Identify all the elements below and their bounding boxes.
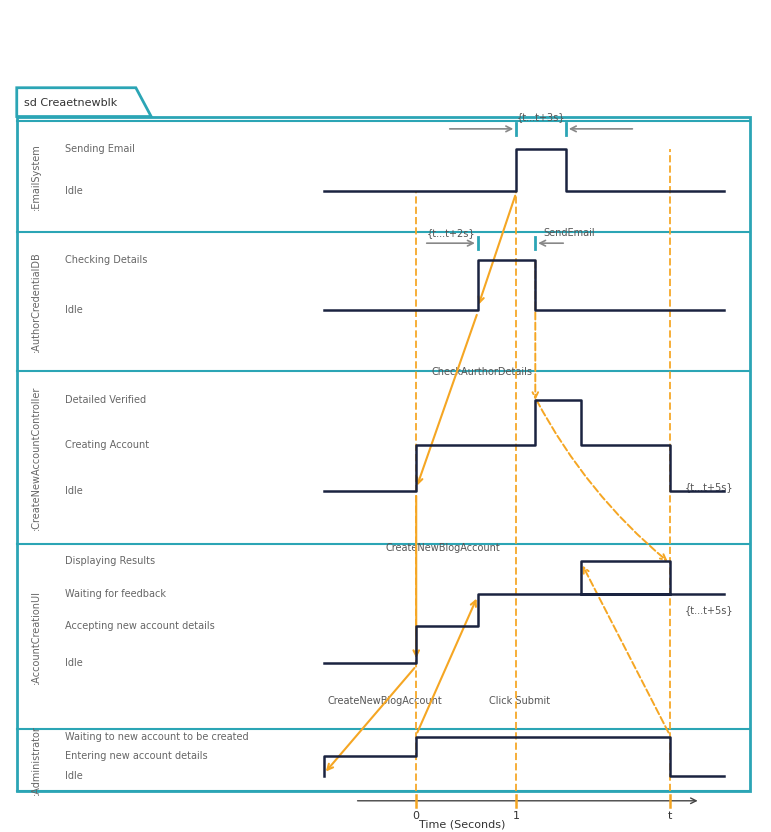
Text: {t...t+5s}: {t...t+5s}	[685, 482, 734, 492]
Text: Idle: Idle	[66, 186, 83, 196]
Text: Sending Email: Sending Email	[66, 145, 135, 155]
Text: Time (Seconds): Time (Seconds)	[419, 820, 506, 830]
Text: 1: 1	[513, 811, 520, 821]
Text: :Administrator: :Administrator	[31, 726, 41, 795]
Text: :AuthorCredentialDB: :AuthorCredentialDB	[31, 251, 41, 352]
Polygon shape	[17, 87, 151, 116]
FancyBboxPatch shape	[17, 116, 750, 791]
Text: CheckAurthorDetails: CheckAurthorDetails	[432, 367, 533, 377]
Text: {t...t+3s}: {t...t+3s}	[517, 112, 565, 122]
Text: CreateNewBlogAccount: CreateNewBlogAccount	[386, 542, 500, 552]
Text: Displaying Results: Displaying Results	[66, 556, 155, 566]
Text: {t...t+2s}: {t...t+2s}	[426, 228, 475, 238]
Text: Idle: Idle	[66, 305, 83, 314]
Text: Accepting new account details: Accepting new account details	[66, 622, 215, 631]
Text: t: t	[668, 811, 672, 821]
Text: Checking Details: Checking Details	[66, 255, 147, 265]
Text: :CreateNewAccountController: :CreateNewAccountController	[31, 386, 41, 530]
Text: Waiting for feedback: Waiting for feedback	[66, 588, 167, 598]
Text: Idle: Idle	[66, 771, 83, 781]
Text: sd Creaetnewblk: sd Creaetnewblk	[25, 97, 118, 107]
Text: CreateNewBlogAccount: CreateNewBlogAccount	[328, 696, 443, 706]
Text: Click Submit: Click Submit	[490, 696, 550, 706]
Text: :EmailSystem: :EmailSystem	[31, 143, 41, 210]
Text: Creating Account: Creating Account	[66, 440, 150, 450]
Text: Idle: Idle	[66, 658, 83, 668]
Text: {t...t+5s}: {t...t+5s}	[685, 605, 734, 615]
Text: Idle: Idle	[66, 486, 83, 496]
Text: Detailed Verified: Detailed Verified	[66, 395, 146, 405]
Text: :AccountCreationUI: :AccountCreationUI	[31, 590, 41, 684]
Text: 0: 0	[412, 811, 419, 821]
Text: Waiting to new account to be created: Waiting to new account to be created	[66, 732, 249, 742]
Text: SendEmail: SendEmail	[543, 228, 594, 238]
Text: Entering new account details: Entering new account details	[66, 751, 207, 761]
